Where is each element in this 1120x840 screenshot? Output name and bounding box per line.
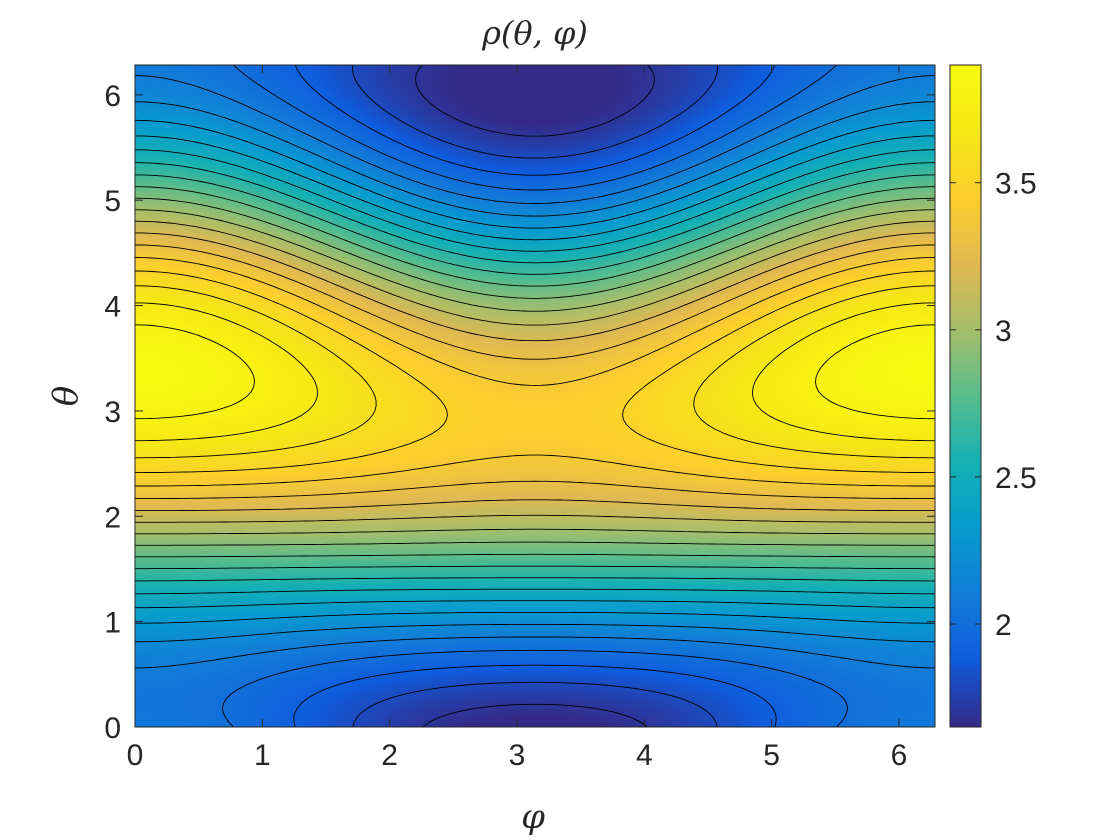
contour-line-5 (134, 101, 936, 643)
y-tick-label: 6 (104, 80, 121, 113)
contour-line-3 (222, 64, 848, 728)
x-axis-label: φ (521, 797, 545, 837)
colorbar: 2 2.5 3 3.5 (949, 64, 1037, 728)
y-tick-label: 2 (104, 501, 121, 534)
x-tick-label: 6 (891, 739, 908, 772)
x-axis: 0 1 2 3 4 5 6 (127, 65, 908, 772)
x-tick-label: 3 (509, 739, 526, 772)
contour-line-17 (134, 257, 936, 487)
contour-line-21 (134, 324, 936, 420)
contour-lines (134, 64, 936, 728)
colorbar-tick-label: 3.5 (995, 168, 1037, 201)
x-tick-label: 4 (636, 739, 653, 772)
x-tick-label: 0 (127, 739, 144, 772)
contour-line-8 (135, 149, 935, 595)
y-tick-label: 3 (104, 396, 121, 429)
contour-line-0 (415, 64, 655, 728)
contour-line-1 (352, 64, 718, 728)
contour-line-15 (135, 232, 935, 512)
y-axis-label: θ (46, 386, 86, 406)
contour-line-20 (135, 302, 935, 442)
y-tick-label: 5 (104, 185, 121, 218)
chart-title: ρ(θ, φ) (481, 14, 588, 52)
x-tick-label: 1 (254, 739, 271, 772)
contour-line-11 (135, 186, 935, 558)
contour-line-16 (134, 244, 936, 500)
x-tick-label: 5 (763, 739, 780, 772)
contour-line-14 (134, 220, 936, 523)
density-heatmap (135, 65, 935, 727)
contour-line-19 (135, 285, 935, 459)
contour-line-18 (135, 270, 935, 474)
colorbar-tick-label: 3 (995, 315, 1012, 348)
y-tick-label: 0 (104, 712, 121, 745)
plot-area (134, 64, 936, 728)
contour-line-2 (293, 64, 777, 728)
contour-line-9 (134, 162, 936, 582)
y-axis: 0 1 2 3 4 5 6 (104, 80, 935, 745)
y-tick-label: 4 (104, 291, 121, 324)
contour-line-13 (134, 209, 936, 535)
contour-line-10 (135, 174, 935, 570)
contour-line-7 (135, 135, 935, 609)
colorbar-ticks: 2 2.5 3 3.5 (950, 168, 1037, 642)
x-tick-label: 2 (381, 739, 398, 772)
contour-line-6 (134, 119, 936, 624)
axes-frame (134, 64, 936, 728)
colorbar-frame (949, 64, 982, 728)
contour-line-4 (134, 75, 936, 669)
colorbar-tick-label: 2.5 (995, 462, 1037, 495)
colorbar-gradient (950, 65, 981, 727)
colorbar-tick-label: 2 (995, 609, 1012, 642)
y-tick-label: 1 (104, 607, 121, 640)
contour-line-12 (134, 197, 936, 546)
